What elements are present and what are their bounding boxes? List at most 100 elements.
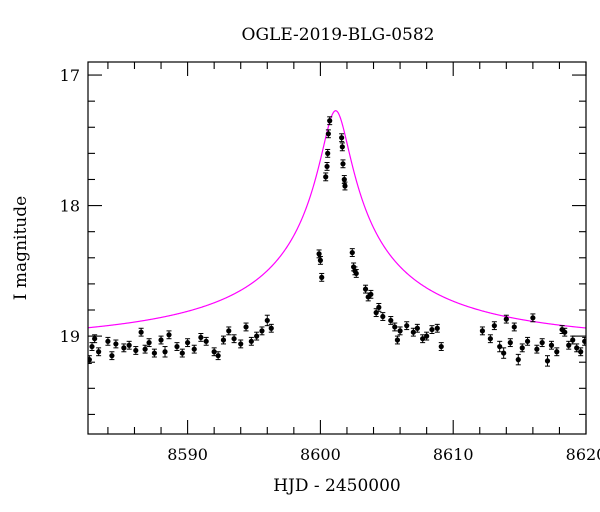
data-point [503, 314, 509, 324]
data-points-layer [88, 116, 586, 367]
data-point [353, 269, 359, 278]
data-point [570, 335, 576, 345]
data-point [566, 340, 572, 350]
data-point [548, 340, 555, 350]
data-point [420, 334, 426, 344]
data-point [544, 355, 551, 367]
y-tick-label: 17 [60, 66, 80, 85]
data-point [179, 348, 185, 358]
data-point [203, 336, 209, 346]
data-point [243, 322, 249, 332]
ticks-layer [88, 62, 587, 434]
data-point [121, 343, 127, 353]
data-point [507, 338, 513, 348]
model-curve-layer [88, 110, 586, 329]
data-point [368, 289, 374, 299]
data-point [362, 284, 369, 294]
data-point [89, 342, 95, 351]
data-point [259, 326, 265, 336]
data-point [151, 348, 157, 358]
data-point [578, 347, 584, 357]
plot-frame [87, 61, 587, 435]
data-point [158, 335, 164, 345]
data-point [519, 343, 525, 353]
data-point [323, 172, 329, 182]
data-point [268, 323, 274, 333]
data-point [105, 336, 111, 346]
data-point [554, 347, 560, 357]
data-point [342, 181, 348, 191]
x-tick-label: 8610 [433, 445, 474, 464]
data-point [264, 314, 270, 327]
data-point [220, 335, 227, 345]
data-point [501, 347, 507, 359]
data-point [429, 325, 435, 334]
data-point [511, 322, 517, 332]
data-point [491, 321, 497, 331]
data-point [438, 342, 444, 351]
data-point [376, 302, 382, 312]
data-point [349, 248, 355, 257]
chart-title: OGLE-2019-BLG-0582 [242, 25, 435, 45]
x-tick-label: 8590 [167, 445, 208, 464]
data-point [515, 353, 521, 366]
data-point [226, 326, 232, 336]
data-point [113, 339, 119, 349]
data-point [126, 340, 132, 350]
data-point [254, 331, 260, 341]
data-point [392, 322, 398, 332]
data-point [317, 255, 323, 265]
data-point [142, 344, 148, 354]
data-point [92, 334, 98, 344]
model-curve [88, 110, 586, 329]
data-point [191, 344, 197, 354]
data-point [424, 331, 430, 341]
data-point [138, 327, 144, 337]
y-tick-label: 19 [60, 327, 80, 346]
y-axis-label: I magnitude [11, 196, 31, 300]
data-point [404, 321, 410, 331]
data-point [325, 148, 331, 158]
data-point [582, 336, 586, 346]
data-point [397, 326, 403, 336]
data-point [238, 339, 244, 349]
data-point [248, 336, 254, 346]
data-point [534, 344, 540, 354]
data-point [325, 129, 331, 139]
data-point [327, 116, 333, 126]
x-tick-label: 8600 [300, 445, 341, 464]
data-point [319, 272, 325, 282]
data-point [215, 351, 221, 361]
data-point [394, 335, 401, 345]
x-axis-label: HJD - 2450000 [273, 476, 401, 496]
data-point [185, 338, 191, 348]
x-tick-label: 8620 [566, 445, 600, 464]
data-point [487, 334, 493, 344]
data-point [96, 347, 102, 357]
tick-labels-layer: 8590 8600 8610 8620 17 18 19 [60, 66, 600, 464]
data-point [339, 142, 345, 152]
y-tick-label: 18 [60, 197, 80, 216]
data-point [497, 340, 503, 353]
data-point [231, 334, 237, 344]
data-point [479, 326, 486, 336]
data-point [434, 323, 440, 333]
data-point [166, 330, 172, 340]
data-point [539, 338, 545, 348]
data-point [324, 162, 330, 171]
data-point [133, 346, 139, 355]
data-point [524, 336, 531, 346]
data-point [146, 338, 152, 348]
data-point [198, 332, 204, 342]
data-point [530, 313, 536, 323]
data-point [414, 323, 420, 333]
data-point [388, 316, 394, 325]
data-point [162, 346, 168, 358]
data-point [174, 342, 180, 351]
data-point [340, 159, 346, 169]
data-point [373, 308, 379, 318]
data-point [339, 133, 345, 143]
data-point [109, 351, 115, 361]
data-point [380, 312, 386, 321]
